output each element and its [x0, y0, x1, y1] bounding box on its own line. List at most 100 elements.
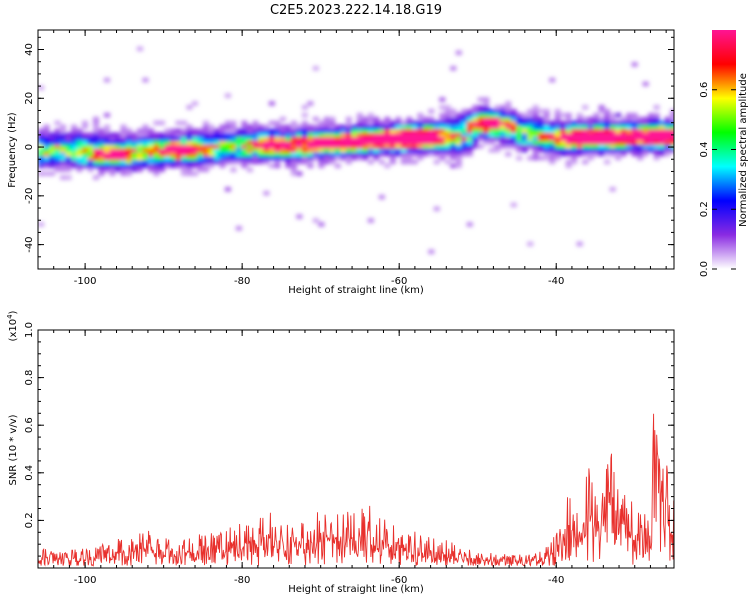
heatmap-cell: [356, 155, 363, 161]
heatmap-cell: [301, 151, 308, 157]
heatmap-cell: [362, 151, 369, 157]
heatmap-cell: [670, 140, 674, 145]
heatmap-cell: [307, 124, 314, 130]
heatmap-cell: [664, 116, 671, 122]
heatmap-cell: [296, 148, 303, 153]
heatmap-cell: [516, 128, 523, 134]
heatmap-cell: [224, 148, 231, 153]
heatmap-cell: [538, 120, 545, 126]
heatmap-cell: [38, 128, 45, 134]
heatmap-cell: [587, 140, 594, 145]
heatmap-cell: [323, 159, 330, 165]
heatmap-cell: [158, 163, 166, 169]
heatmap-cell: [378, 136, 385, 141]
snr-xlabel: Height of straight line (km): [288, 584, 424, 595]
heatmap-cell: [659, 151, 666, 157]
heatmap-cell: [576, 116, 583, 122]
heatmap-cell: [175, 128, 182, 134]
heatmap-cell: [582, 120, 589, 126]
heatmap-cell: [263, 140, 270, 145]
heatmap-cell: [483, 132, 490, 137]
heatmap-cell: [334, 144, 341, 149]
heatmap-cell: [246, 151, 253, 157]
heatmap-cell: [428, 124, 435, 130]
heatmap-cell: [329, 132, 336, 137]
heatmap-cell: [461, 109, 468, 114]
heatmap-cell: [136, 46, 144, 52]
heatmap-cell: [142, 151, 149, 157]
heatmap-cell: [186, 148, 193, 153]
heatmap-cell: [202, 159, 209, 165]
heatmap-cell: [98, 155, 105, 161]
heatmap-cell: [389, 151, 396, 157]
heatmap-cell: [400, 159, 407, 165]
heatmap-cell: [532, 128, 539, 134]
heatmap-cell: [642, 140, 649, 145]
heatmap-cell: [439, 136, 446, 141]
heatmap-cell: [340, 155, 347, 161]
heatmap-cell: [483, 128, 490, 134]
heatmap-cell: [626, 128, 633, 134]
heatmap-cell: [565, 136, 572, 141]
heatmap-cell: [92, 120, 100, 126]
heatmap-cell: [208, 124, 215, 130]
heatmap-cell: [582, 124, 589, 130]
heatmap-cell: [560, 112, 567, 118]
heatmap-cell: [235, 136, 242, 141]
heatmap-cell: [318, 120, 325, 126]
heatmap-cell: [521, 144, 528, 149]
heatmap-cell: [285, 132, 292, 137]
heatmap-cell: [499, 109, 506, 114]
heatmap-cell: [235, 128, 242, 134]
heatmap-cell: [191, 148, 198, 153]
heatmap-cell: [340, 136, 347, 141]
heatmap-cell: [345, 159, 352, 165]
heatmap-cell: [153, 132, 160, 137]
heatmap-cell: [598, 132, 605, 137]
heatmap-cell: [158, 148, 166, 153]
heatmap-cell: [98, 148, 105, 153]
heatmap-cell: [103, 151, 111, 157]
heatmap-cell: [54, 163, 61, 169]
heatmap-cell: [186, 136, 193, 141]
heatmap-cell: [571, 140, 578, 145]
heatmap-cell: [642, 151, 649, 157]
heatmap-cell: [417, 120, 424, 126]
heatmap-cell: [109, 151, 116, 157]
heatmap-cell: [505, 120, 512, 126]
heatmap-cell: [351, 128, 358, 134]
heatmap-cell: [43, 136, 50, 141]
heatmap-cell: [345, 155, 352, 161]
heatmap-cell: [571, 148, 578, 153]
heatmap-cell: [582, 116, 589, 122]
heatmap-cell: [241, 163, 248, 169]
heatmap-cell: [318, 159, 325, 165]
heatmap-cell: [219, 151, 226, 157]
heatmap-cell: [626, 112, 633, 118]
heatmap-cell: [664, 124, 671, 130]
heatmap-cell: [136, 159, 144, 165]
heatmap-cell: [175, 136, 182, 141]
heatmap-cell: [252, 159, 259, 165]
heatmap-cell: [477, 120, 484, 126]
heatmap-cell: [494, 136, 501, 141]
heatmap-cell: [296, 144, 303, 149]
spectrogram-ytick-label: 40: [24, 43, 35, 56]
heatmap-cell: [648, 124, 655, 130]
heatmap-cell: [186, 163, 193, 169]
heatmap-cell: [38, 159, 45, 165]
heatmap-cell: [450, 136, 457, 141]
heatmap-cell: [455, 151, 462, 157]
heatmap-cell: [230, 155, 237, 161]
heatmap-cell: [461, 128, 468, 134]
heatmap-cell: [323, 124, 330, 130]
heatmap-cell: [582, 148, 589, 153]
heatmap-cell: [92, 144, 100, 149]
heatmap-cell: [351, 144, 358, 149]
heatmap-cell: [543, 136, 550, 141]
heatmap-cell: [153, 148, 160, 153]
heatmap-cell: [191, 144, 198, 149]
heatmap-cell: [433, 144, 440, 149]
heatmap-cell: [477, 116, 484, 122]
heatmap-cell: [290, 159, 297, 165]
